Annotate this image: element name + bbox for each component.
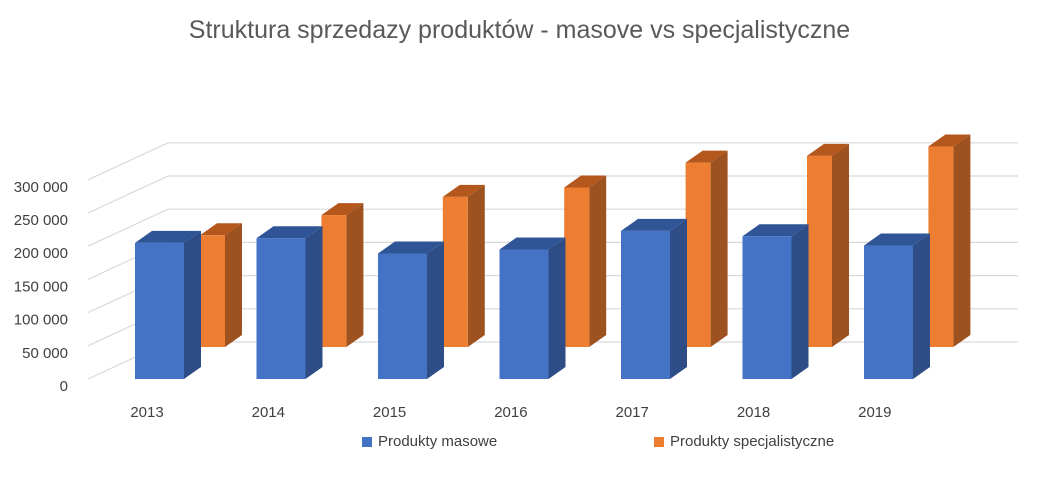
x-tick-label: 2019 [858,404,891,421]
y-tick-label: 300 000 [14,179,68,196]
bar-masowe [864,233,930,379]
x-tick-label: 2013 [130,404,163,421]
y-tick-label: 200 000 [14,245,68,262]
bar-specjalistyczne [200,223,242,347]
bar-specjalistyczne [685,150,728,347]
legend-label-masowe: Produkty masowe [378,433,498,450]
x-tick-label: 2017 [616,404,649,421]
bar-specjalistyczne [564,175,607,347]
gridline [87,142,1018,181]
legend-item-specjalistyczne: Produkty specjalistyczne [654,433,834,450]
bar-masowe [135,230,201,379]
y-tick-label: 50 000 [22,345,68,362]
bar-masowe [621,218,687,379]
legend-item-masowe: Produkty masowe [362,433,497,450]
chart-title: Struktura sprzedazy produktów - masove v… [188,16,851,44]
bar-specjalistyczne [807,143,849,347]
y-tick-label: 150 000 [14,278,68,295]
x-tick-label: 2014 [252,404,285,421]
y-tick-label: 0 [60,378,68,395]
x-tick-label: 2018 [737,404,770,421]
legend-swatch-masowe [362,436,372,447]
gridline [87,208,1018,247]
gridline [87,175,1018,214]
bar-specjalistyczne [442,184,485,347]
bar-masowe [742,224,809,379]
y-tick-label: 100 000 [14,312,68,329]
bar-specjalistyczne [321,203,364,347]
legend-swatch-specjalistyczne [654,436,664,447]
bar-specjalistyczne [928,134,971,347]
x-tick-label: 2015 [373,404,406,421]
y-tick-label: 250 000 [14,212,68,229]
x-tick-label: 2016 [494,404,527,421]
bar-masowe [256,226,323,379]
legend-label-specjalistyczne: Produkty specjalistyczne [670,433,835,450]
bar-masowe [378,241,444,379]
bar-masowe [499,237,566,379]
